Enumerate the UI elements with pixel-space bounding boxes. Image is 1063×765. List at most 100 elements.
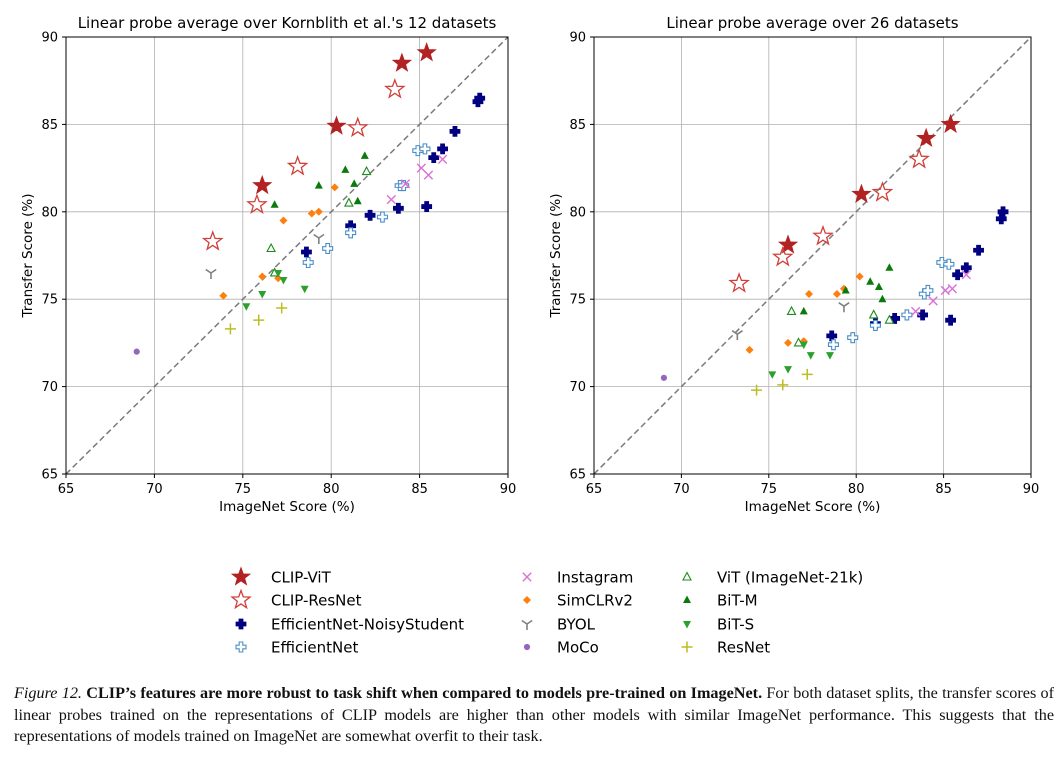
data-point-bit-m: [885, 263, 894, 271]
series-clip-vit: [777, 113, 961, 254]
data-point-efficientnet-noisystudent: [973, 244, 984, 256]
legend-marker-byol: [521, 619, 533, 630]
data-point-bit-s: [300, 285, 309, 294]
data-point-clip-resnet: [771, 245, 794, 267]
series-clip-resnet: [201, 78, 406, 251]
data-point-vit-imagenet-21k: [361, 165, 372, 176]
data-point-bit-s: [279, 276, 288, 285]
data-point-bit-s: [258, 290, 267, 299]
series-resnet: [224, 302, 288, 335]
data-point-vit-imagenet-21k: [884, 314, 895, 324]
y-tick-label: 80: [41, 205, 58, 220]
legend-label-moco: MoCo: [557, 639, 599, 657]
x-tick-label: 80: [323, 482, 340, 497]
data-point-simclrv2: [219, 291, 228, 300]
x-tick-label: 85: [935, 482, 952, 497]
data-point-efficientnet-noisystudent: [437, 143, 448, 155]
data-point-efficientnet-noisystudent: [428, 152, 440, 164]
series-byol: [731, 302, 850, 341]
data-point-vit-imagenet-21k: [343, 197, 354, 207]
data-point-bit-m: [270, 200, 279, 208]
axis-ticks: 65 70 75 80 85 90 65 70 75 80 85 90: [41, 31, 516, 498]
data-point-bit-s: [274, 269, 283, 278]
x-tick-label: 70: [146, 482, 163, 497]
data-point-bit-m: [314, 181, 323, 189]
y-axis-label: Transfer Score (%): [20, 193, 36, 318]
figure-caption: Figure 12. CLIP’s features are more robu…: [14, 683, 1054, 748]
series-clip-resnet: [728, 147, 930, 293]
data-point-efficientnet-noisystudent: [997, 206, 1009, 218]
y-tick-label: 65: [569, 468, 586, 483]
data-point-resnet: [777, 379, 789, 391]
legend-label-bit-m: BiT-M: [717, 592, 758, 610]
diagonal-reference-line: [593, 36, 1032, 475]
data-point-clip-resnet: [871, 181, 894, 202]
caption-body: For both dataset splits, the transfer sc…: [14, 684, 1055, 745]
series-efficientnet-noisystudent: [826, 206, 1009, 342]
data-point-efficientnet: [376, 211, 389, 223]
x-tick-label: 85: [411, 482, 428, 497]
data-point-clip-vit: [915, 127, 937, 148]
y-tick-label: 90: [41, 31, 58, 46]
chart-panel-2: 65 70 75 80 85 90 65 70 75 80 85 90 Linear probe ave…: [548, 14, 1039, 515]
y-tick-label: 70: [41, 380, 58, 395]
data-point-clip-vit: [777, 234, 799, 254]
legend-marker-moco: [523, 643, 531, 651]
x-axis-label: ImageNet Score (%): [219, 499, 355, 515]
legend: CLIP-ViT CLIP-ResNet EfficientNet-NoisyStu…: [230, 566, 863, 657]
y-tick-label: 70: [569, 380, 586, 395]
data-point-bit-m: [353, 196, 362, 205]
data-point-instagram: [423, 170, 434, 180]
data-point-bit-m: [360, 151, 369, 159]
x-tick-label: 75: [235, 482, 252, 497]
caption-label: Figure 12.: [14, 684, 82, 702]
data-point-vit-imagenet-21k: [786, 305, 797, 315]
y-tick-label: 65: [41, 468, 58, 483]
data-point-efficientnet: [827, 339, 840, 351]
legend-label-clip-resnet: CLIP-ResNet: [271, 592, 362, 610]
series-efficientnet: [302, 143, 431, 269]
data-point-efficientnet-noisystudent: [474, 92, 486, 104]
data-point-instagram: [400, 179, 411, 189]
series-instagram: [386, 154, 448, 205]
data-point-resnet: [224, 323, 236, 335]
data-point-moco: [660, 374, 668, 381]
data-point-clip-vit: [326, 115, 347, 135]
figure: 65 70 75 80 85 90 65 70 75 80 85 90 Linear probe ave…: [20, 14, 1039, 657]
diagonal-reference-line: [65, 36, 509, 475]
data-point-byol: [731, 329, 743, 341]
x-axis-label: ImageNet Score (%): [745, 499, 881, 515]
data-point-simclrv2: [279, 216, 288, 225]
data-point-clip-vit: [416, 42, 437, 62]
data-point-instagram: [386, 194, 397, 205]
data-point-clip-resnet: [346, 116, 369, 138]
x-tick-label: 65: [58, 482, 75, 497]
x-tick-label: 90: [500, 482, 517, 497]
data-point-vit-imagenet-21k: [868, 309, 879, 319]
legend-marker-instagram: [522, 572, 532, 582]
data-point-efficientnet-noisystudent: [392, 202, 404, 214]
data-point-efficientnet-noisystudent: [301, 246, 312, 258]
chart-title: Linear probe average over Kornblith et a…: [78, 14, 497, 32]
data-point-efficientnet-noisystudent: [945, 314, 956, 326]
data-point-clip-resnet: [246, 193, 268, 215]
data-point-efficientnet-noisystudent: [449, 125, 461, 137]
series-bit-s: [242, 269, 309, 311]
y-tick-label: 75: [569, 293, 586, 308]
data-point-vit-imagenet-21k: [266, 242, 277, 253]
legend-marker-efficientnet: [235, 641, 247, 653]
series-bit-s: [768, 341, 834, 379]
data-point-efficientnet: [936, 256, 948, 269]
data-point-efficientnet: [847, 332, 859, 344]
legend-marker-clip-vit: [230, 566, 252, 586]
data-point-bit-s: [784, 366, 793, 374]
data-point-instagram: [437, 154, 448, 165]
data-point-efficientnet: [869, 319, 881, 331]
x-tick-label: 75: [761, 482, 778, 497]
x-tick-label: 70: [673, 482, 690, 497]
data-point-simclrv2: [805, 289, 814, 298]
x-tick-label: 90: [1023, 482, 1040, 497]
data-point-simclrv2: [832, 289, 841, 298]
legend-marker-simclrv2: [523, 596, 531, 604]
legend-marker-resnet: [681, 641, 693, 653]
